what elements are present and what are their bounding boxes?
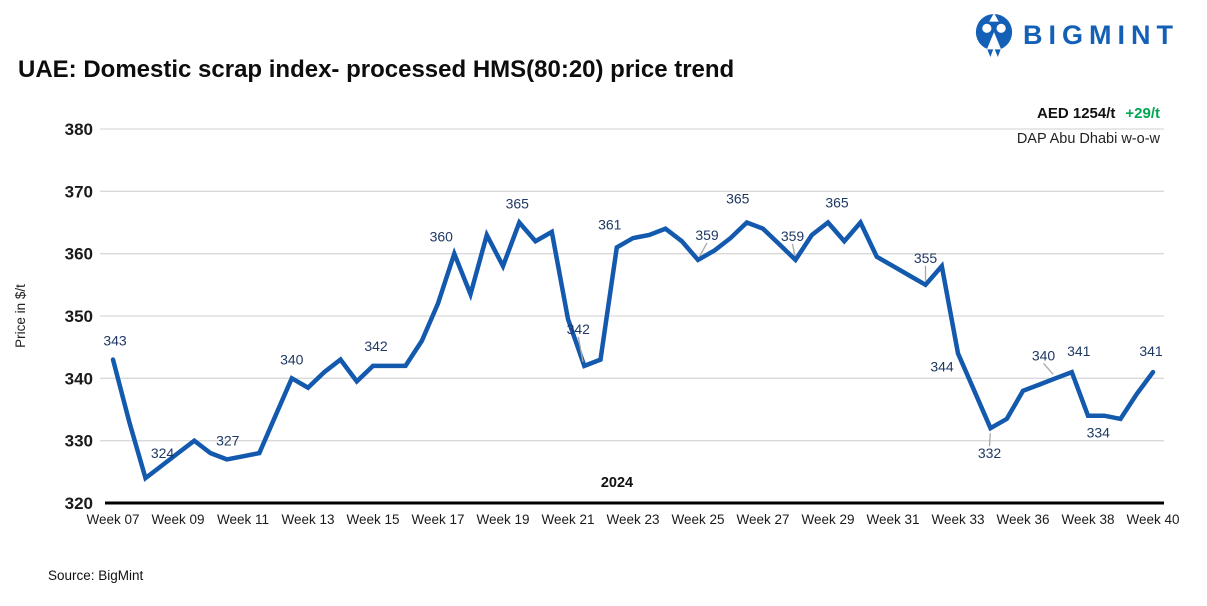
x-tick-label: Week 33 bbox=[931, 512, 984, 527]
source-note: Source: BigMint bbox=[48, 568, 144, 583]
price-summary: AED 1254/t +29/t bbox=[1037, 105, 1160, 122]
x-tick-label: Week 15 bbox=[346, 512, 399, 527]
x-tick-label: Week 21 bbox=[541, 512, 594, 527]
data-label-leader bbox=[1043, 362, 1054, 375]
data-label-leader bbox=[577, 336, 584, 362]
data-label: 342 bbox=[567, 321, 591, 337]
data-label: 360 bbox=[430, 229, 454, 245]
bigmint-logo: BIGMINT bbox=[973, 12, 1179, 58]
price-current-value: AED 1254/t bbox=[1037, 105, 1116, 122]
x-tick-label: Week 19 bbox=[476, 512, 529, 527]
x-tick-label: Week 29 bbox=[801, 512, 854, 527]
y-tick-label: 380 bbox=[65, 120, 93, 139]
x-axis-year-label: 2024 bbox=[601, 475, 633, 491]
x-tick-label: Week 23 bbox=[606, 512, 659, 527]
y-tick-label: 330 bbox=[65, 432, 93, 451]
x-tick-label: Week 13 bbox=[281, 512, 334, 527]
data-label: 340 bbox=[280, 351, 304, 367]
data-label: 361 bbox=[598, 216, 622, 232]
data-label-leader bbox=[791, 243, 796, 257]
price-basis: DAP Abu Dhabi w-o-w bbox=[1016, 131, 1160, 147]
x-tick-label: Week 07 bbox=[86, 512, 139, 527]
data-label: 324 bbox=[151, 445, 175, 461]
data-label: 327 bbox=[216, 432, 240, 448]
data-label: 340 bbox=[1032, 347, 1056, 363]
data-label: 365 bbox=[726, 191, 750, 207]
x-tick-label: Week 17 bbox=[411, 512, 464, 527]
price-week-change: +29/t bbox=[1125, 105, 1160, 122]
data-label: 341 bbox=[1139, 343, 1163, 359]
x-tick-label: Week 25 bbox=[671, 512, 724, 527]
data-label: 359 bbox=[695, 227, 719, 243]
data-label: 344 bbox=[930, 358, 954, 374]
y-tick-label: 370 bbox=[65, 182, 93, 201]
data-label: 365 bbox=[506, 196, 530, 212]
x-tick-label: Week 31 bbox=[866, 512, 919, 527]
bigmint-logo-icon bbox=[973, 12, 1015, 58]
bigmint-logo-text: BIGMINT bbox=[1023, 19, 1179, 50]
y-tick-label: 320 bbox=[65, 494, 93, 513]
chart-title: UAE: Domestic scrap index- processed HMS… bbox=[18, 56, 735, 83]
data-label: 359 bbox=[781, 228, 805, 244]
y-axis-title: Price in $/t bbox=[13, 284, 28, 348]
data-label: 341 bbox=[1067, 343, 1091, 359]
data-label: 365 bbox=[825, 195, 849, 211]
data-label: 343 bbox=[103, 333, 127, 349]
x-tick-label: Week 36 bbox=[996, 512, 1049, 527]
x-tick-label: Week 40 bbox=[1126, 512, 1179, 527]
y-tick-label: 350 bbox=[65, 307, 93, 326]
x-tick-label: Week 27 bbox=[736, 512, 789, 527]
data-label: 334 bbox=[1087, 425, 1111, 441]
x-tick-label: Week 38 bbox=[1061, 512, 1114, 527]
data-label: 355 bbox=[914, 250, 938, 266]
data-label-leader bbox=[988, 433, 991, 447]
y-tick-label: 340 bbox=[65, 369, 93, 388]
data-label: 332 bbox=[978, 445, 1002, 461]
x-tick-label: Week 11 bbox=[217, 512, 269, 527]
data-label-leader bbox=[699, 242, 708, 257]
data-label: 342 bbox=[364, 338, 388, 354]
y-tick-label: 360 bbox=[65, 245, 93, 264]
price-trend-line bbox=[110, 218, 1156, 482]
x-tick-label: Week 09 bbox=[151, 512, 204, 527]
